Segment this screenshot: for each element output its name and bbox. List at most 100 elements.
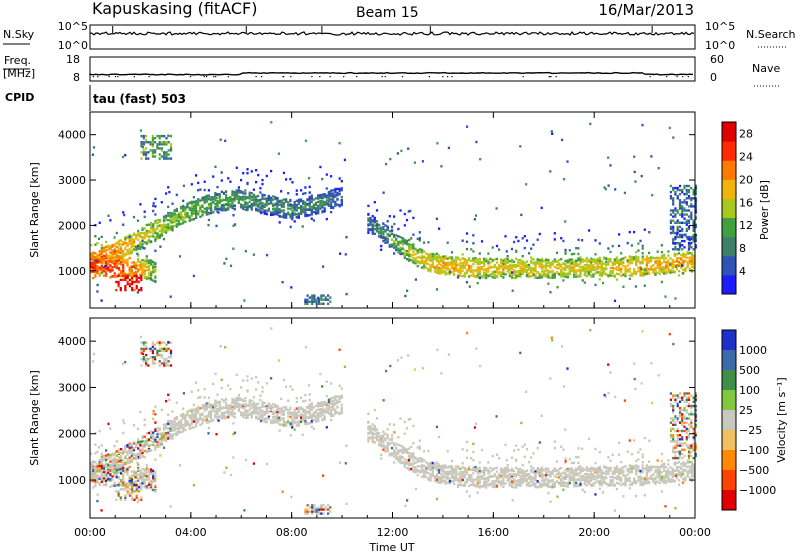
power-cell xyxy=(222,203,225,207)
power-cell xyxy=(122,274,125,278)
power-cell xyxy=(113,272,116,275)
power-cell xyxy=(100,268,103,271)
velocity-cell xyxy=(214,410,217,414)
power-cell xyxy=(386,233,389,236)
power-cell xyxy=(317,210,320,213)
power-cell xyxy=(639,269,642,272)
power-cell xyxy=(246,196,249,199)
power-cell xyxy=(152,266,155,269)
power-cell xyxy=(386,228,389,231)
power-cell xyxy=(151,143,154,146)
power-cell xyxy=(660,269,663,272)
power-cell xyxy=(130,250,133,253)
power-cell xyxy=(418,250,421,254)
power-cell xyxy=(120,246,123,249)
power-cell xyxy=(388,243,391,247)
power-cell xyxy=(692,239,695,243)
power-cell xyxy=(474,214,478,217)
power-cell xyxy=(259,209,262,213)
power-cell xyxy=(109,219,112,222)
power-cell xyxy=(130,244,133,247)
power-cell xyxy=(448,257,451,260)
power-cell xyxy=(463,261,466,265)
velocity-cell xyxy=(182,428,185,431)
power-cell xyxy=(282,198,285,201)
power-cell xyxy=(289,214,292,217)
velocity-cell xyxy=(150,449,153,452)
power-cell xyxy=(160,149,163,152)
power-cell xyxy=(282,205,285,208)
power-cell xyxy=(690,265,693,268)
velocity-cell xyxy=(233,398,236,401)
power-cell xyxy=(282,214,285,217)
velocity-cell xyxy=(165,434,168,437)
velocity-cell xyxy=(244,413,247,416)
power-cell xyxy=(329,300,332,303)
power-cell xyxy=(270,213,273,217)
power-cell xyxy=(325,201,328,205)
power-cell xyxy=(658,259,661,262)
power-cell xyxy=(225,190,228,193)
power-cell xyxy=(594,269,597,272)
power-cell xyxy=(412,246,415,249)
velocity-cell xyxy=(255,407,258,410)
velocity-cell xyxy=(237,399,240,402)
power-cell xyxy=(173,224,176,228)
power-cell xyxy=(124,247,127,251)
velocity-cell xyxy=(270,377,273,380)
power-cell xyxy=(573,273,576,277)
power-cell xyxy=(300,200,303,203)
power-cell xyxy=(603,272,606,275)
power-cell xyxy=(192,274,195,278)
power-cell xyxy=(380,232,383,235)
velocity-cell xyxy=(195,409,198,413)
power-cell xyxy=(585,263,588,266)
power-cell xyxy=(327,200,330,203)
velocity-cell xyxy=(205,408,208,411)
velocity-cell xyxy=(280,409,283,412)
power-cell xyxy=(152,267,155,271)
power-cell xyxy=(609,273,612,276)
power-cell xyxy=(476,261,479,264)
power-cell xyxy=(489,273,492,276)
power-cell xyxy=(261,210,264,213)
velocity-cell xyxy=(231,414,234,417)
power-cell xyxy=(669,209,672,212)
power-cell xyxy=(596,264,599,268)
power-cell xyxy=(416,256,419,259)
velocity-cell xyxy=(132,453,136,457)
power-cell xyxy=(491,270,494,274)
nave-dot xyxy=(548,76,550,78)
power-cell xyxy=(123,213,126,217)
velocity-cell xyxy=(216,400,219,404)
power-cell xyxy=(650,257,653,260)
power-cell xyxy=(98,260,101,263)
power-cell xyxy=(216,193,219,196)
power-cell xyxy=(683,207,686,210)
power-cell xyxy=(551,269,554,273)
power-cell xyxy=(308,199,311,202)
velocity-cell xyxy=(263,420,266,423)
power-cell xyxy=(143,263,146,266)
power-cell xyxy=(304,302,307,305)
power-cell xyxy=(259,187,262,190)
power-cell xyxy=(145,134,148,138)
power-cell xyxy=(233,192,236,195)
power-cell xyxy=(117,268,121,271)
power-cell xyxy=(523,265,526,268)
power-cell xyxy=(175,215,178,218)
nave-dot xyxy=(687,76,689,78)
power-cell xyxy=(628,267,631,271)
power-cell xyxy=(384,238,387,242)
power-cell xyxy=(98,273,101,276)
power-cell xyxy=(540,276,544,279)
power-cell xyxy=(124,284,127,288)
velocity-cell xyxy=(117,460,121,463)
power-cell xyxy=(199,207,202,210)
power-cell xyxy=(393,246,396,249)
velocity-cell xyxy=(252,396,255,399)
freq-panel: Freq. [MHz] 18 8 60 0 Nave xyxy=(3,53,780,87)
power-cell xyxy=(308,300,311,303)
power-cell xyxy=(553,258,556,261)
velocity-cell xyxy=(197,408,200,411)
